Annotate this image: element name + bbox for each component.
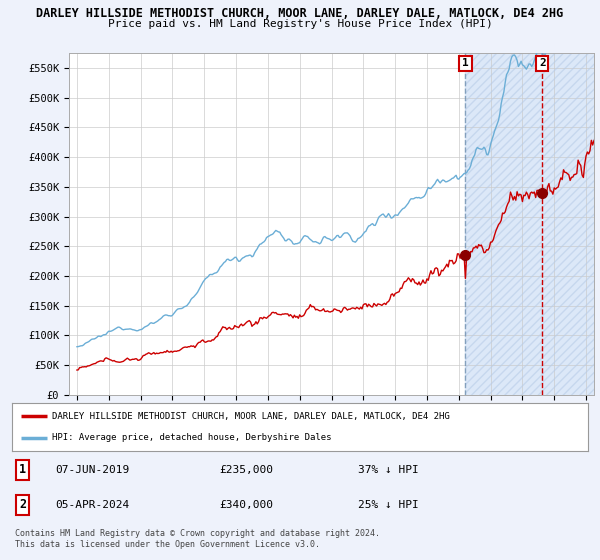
Text: Price paid vs. HM Land Registry's House Price Index (HPI): Price paid vs. HM Land Registry's House … [107,19,493,29]
Text: 2: 2 [539,58,545,68]
Text: 1: 1 [462,58,469,68]
Text: 2: 2 [19,498,26,511]
Text: 07-JUN-2019: 07-JUN-2019 [55,465,130,475]
Bar [466,53,594,395]
Text: £340,000: £340,000 [220,500,274,510]
Text: DARLEY HILLSIDE METHODIST CHURCH, MOOR LANE, DARLEY DALE, MATLOCK, DE4 2HG: DARLEY HILLSIDE METHODIST CHURCH, MOOR L… [52,412,450,421]
Text: HPI: Average price, detached house, Derbyshire Dales: HPI: Average price, detached house, Derb… [52,433,332,442]
Text: Contains HM Land Registry data © Crown copyright and database right 2024.
This d: Contains HM Land Registry data © Crown c… [15,529,380,549]
Text: 05-APR-2024: 05-APR-2024 [55,500,130,510]
Text: 1: 1 [19,463,26,476]
Text: 25% ↓ HPI: 25% ↓ HPI [358,500,418,510]
Bar [466,53,594,395]
Text: 37% ↓ HPI: 37% ↓ HPI [358,465,418,475]
Text: £235,000: £235,000 [220,465,274,475]
Text: DARLEY HILLSIDE METHODIST CHURCH, MOOR LANE, DARLEY DALE, MATLOCK, DE4 2HG: DARLEY HILLSIDE METHODIST CHURCH, MOOR L… [37,7,563,20]
